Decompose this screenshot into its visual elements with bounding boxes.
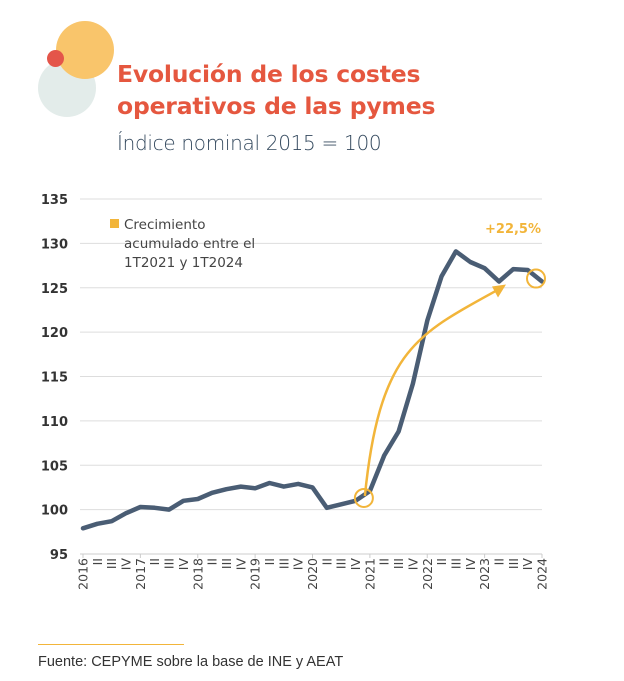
growth-arrowhead: [492, 284, 506, 298]
highlight-circle-2024: [526, 268, 546, 289]
y-axis-ticks: 95 100 105 110 115 120 125 130 135: [41, 193, 68, 563]
y-tick-label: 105: [41, 459, 68, 474]
gridlines: [80, 198, 542, 555]
legend-text-line-3: 1T2021 y 1T2024: [124, 255, 243, 271]
decorative-red-circle: [47, 50, 64, 67]
x-tick-label: III: [219, 558, 234, 569]
x-tick-label: 2020: [305, 558, 320, 590]
x-tick-label: III: [162, 558, 177, 569]
y-tick-label: 100: [41, 504, 68, 519]
chart-title-line-1: Evolución de los costes: [117, 60, 421, 88]
x-tick-label: II: [319, 558, 334, 565]
legend-text-line-1: Crecimiento: [124, 217, 205, 233]
y-tick-label: 115: [41, 371, 68, 386]
x-tick-label: 2021: [362, 558, 377, 590]
y-tick-label: 125: [41, 282, 68, 297]
x-tick-label: IV: [463, 558, 478, 571]
x-tick-label: IV: [405, 558, 420, 571]
y-tick-label: 130: [41, 237, 68, 252]
x-tick-label: III: [276, 558, 291, 569]
x-tick-label: 2024: [535, 558, 550, 590]
x-tick-label: 2019: [248, 558, 263, 590]
x-tick-label: IV: [233, 558, 248, 571]
x-tick-label: III: [448, 558, 463, 569]
growth-label: +22,5%: [485, 222, 541, 237]
y-tick-label: 135: [41, 193, 68, 208]
x-tick-label: 2018: [190, 558, 205, 590]
source-note: Fuente: CEPYME sobre la base de INE y AE…: [38, 654, 344, 670]
x-tick-label: III: [391, 558, 406, 569]
growth-arrow: [363, 287, 501, 497]
x-tick-label: 2022: [420, 558, 435, 590]
legend: Crecimiento acumulado entre el 1T2021 y …: [110, 217, 255, 271]
x-tick-label: II: [205, 558, 220, 565]
x-tick-label: II: [262, 558, 277, 565]
x-tick-label: 2023: [477, 558, 492, 590]
x-tick-label: II: [147, 558, 162, 565]
x-tick-label: II: [377, 558, 392, 565]
x-tick-label: IV: [119, 558, 134, 571]
x-tick-label: II: [90, 558, 105, 565]
x-tick-label: 2016: [76, 558, 91, 590]
x-tick-label: IV: [176, 558, 191, 571]
x-tick-label: IV: [520, 558, 535, 571]
legend-text-line-2: acumulado entre el: [124, 236, 255, 252]
x-tick-label: IV: [348, 558, 363, 571]
x-tick-label: III: [506, 558, 521, 569]
x-tick-label: II: [491, 558, 506, 565]
chart-subtitle: Índice nominal 2015 = 100: [117, 131, 382, 155]
chart-title-line-2: operativos de las pymes: [117, 92, 436, 120]
y-tick-label: 110: [41, 415, 68, 430]
series-line-costes: [80, 249, 545, 531]
x-tick-label: 2017: [133, 558, 148, 590]
x-tick-label: III: [334, 558, 349, 569]
x-tick-label: II: [434, 558, 449, 565]
y-tick-label: 95: [50, 548, 68, 563]
x-axis-ticks: 2016 II III IV 2017 II III IV 2018 II III IV 2019 II I…: [76, 553, 550, 590]
highlight-circle-2021: [353, 487, 374, 508]
source-divider: [38, 644, 184, 645]
x-tick-label: III: [104, 558, 119, 569]
growth-annotation: +22,5%: [353, 222, 546, 508]
y-tick-label: 120: [41, 326, 68, 341]
x-tick-label: IV: [291, 558, 306, 571]
legend-swatch: [110, 219, 119, 228]
decorative-orange-circle: [56, 21, 114, 79]
